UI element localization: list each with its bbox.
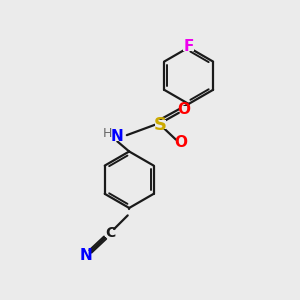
Text: O: O	[175, 135, 188, 150]
Text: F: F	[184, 39, 194, 54]
FancyBboxPatch shape	[105, 230, 114, 237]
Text: O: O	[178, 102, 191, 117]
FancyBboxPatch shape	[180, 106, 189, 114]
FancyBboxPatch shape	[81, 251, 91, 260]
Text: N: N	[111, 129, 124, 144]
FancyBboxPatch shape	[183, 44, 194, 51]
Text: S: S	[154, 116, 167, 134]
Text: N: N	[80, 248, 92, 263]
FancyBboxPatch shape	[177, 138, 186, 147]
FancyBboxPatch shape	[112, 133, 122, 141]
FancyBboxPatch shape	[104, 130, 111, 136]
FancyBboxPatch shape	[155, 120, 166, 129]
Text: H: H	[103, 127, 112, 140]
Text: C: C	[105, 226, 115, 240]
